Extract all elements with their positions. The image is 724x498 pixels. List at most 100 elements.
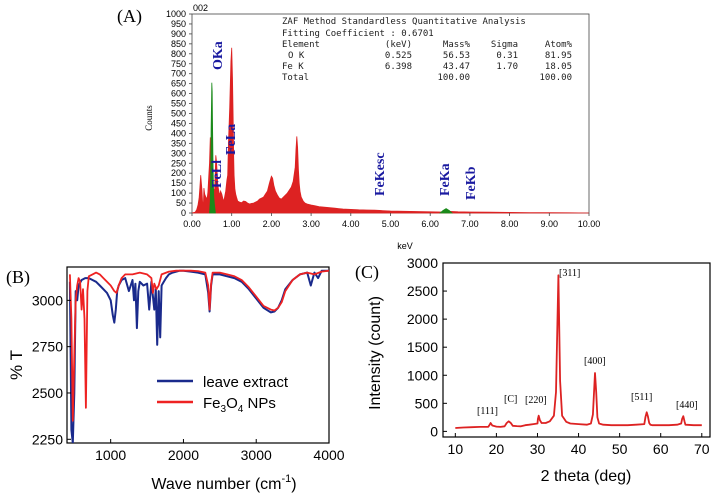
panel-a-y-ticks: 0501001502002503003504004505005506006507… (166, 9, 192, 218)
zaf-header-cell: Atom% (545, 40, 573, 50)
y-tick-label: 250 (171, 158, 186, 168)
y-tick-label: 450 (171, 118, 186, 128)
peak-label-511: [511] (631, 392, 652, 403)
panel-b-label: (B) (6, 267, 30, 288)
x-tick-label: 7.00 (461, 219, 479, 229)
y-tick-label: 2500 (32, 385, 63, 401)
zaf-header-cell: (keV) (385, 40, 412, 50)
y-tick-label: 2500 (407, 283, 438, 299)
panel-b-frame (66, 266, 330, 444)
legend-nps: NPs (243, 395, 276, 412)
y-tick-label: 500 (171, 109, 186, 119)
y-tick-label: 1000 (407, 367, 438, 383)
y-tick-label: 850 (171, 39, 186, 49)
y-tick-label: 550 (171, 99, 186, 109)
zaf-cell: 100.00 (437, 73, 470, 83)
zaf-cell: 43.47 (443, 62, 470, 72)
y-tick-label: 2750 (32, 339, 63, 355)
y-tick-label: 500 (415, 395, 439, 411)
zaf-cell: 56.53 (443, 51, 470, 61)
x-tick-label: 4.00 (342, 219, 360, 229)
panel-c-x-ticks: 10 20 30 40 50 60 70 (448, 433, 710, 457)
panel-b: (B) 1000 2000 3000 4000 2250 2500 2750 3000 Wa… (6, 266, 345, 493)
peak-label-311: [311] (559, 268, 580, 279)
panel-a-title: 002 (193, 3, 208, 13)
panel-b-x-label: Wave number (cm-1) (151, 473, 296, 493)
panel-b-plot-frame (66, 266, 330, 444)
zaf-row-total: Total 100.00 100.00 (282, 73, 572, 83)
annotation-oka: OKa (211, 41, 226, 70)
y-tick-label: 50 (176, 198, 186, 208)
series-spectrum-fill (191, 47, 590, 214)
zaf-table: ZAF Method Standardless Quantitative Ana… (282, 17, 573, 83)
zaf-cell: 18.05 (545, 62, 572, 72)
x-tick-label: 4000 (313, 447, 344, 463)
x-tick-label: 70 (694, 441, 710, 457)
zaf-cell: 0.525 (385, 51, 412, 61)
legend-fe: Fe (203, 395, 221, 412)
y-tick-label: 350 (171, 138, 186, 148)
panel-a-series (191, 47, 590, 214)
legend-sub-3: 3 (221, 404, 227, 415)
zaf-cell: Total (282, 73, 309, 83)
zaf-header-cell: Element (282, 40, 320, 50)
panel-b-x-label-end: ) (291, 476, 296, 493)
x-tick-label: 0.00 (183, 219, 201, 229)
y-tick-label: 2250 (32, 431, 63, 447)
x-tick-label: 6.00 (421, 219, 439, 229)
panel-a: (A) 002 0.00 1.00 2.00 3.00 4.00 5.00 6.00 7.00… (117, 3, 600, 251)
zaf-cell: 81.95 (545, 51, 572, 61)
series-leave-extract (68, 269, 329, 443)
zaf-cell: O K (288, 51, 305, 61)
zaf-row-o: O K 0.525 56.53 0.31 81.95 (288, 51, 572, 61)
y-tick-label: 200 (171, 168, 186, 178)
zaf-title: ZAF Method Standardless Quantitative Ana… (282, 17, 526, 27)
zaf-cell: Fe K (282, 62, 304, 72)
zaf-header-cell: Sigma (491, 40, 518, 50)
x-tick-label: 1.00 (223, 219, 241, 229)
series-overlay-fe-peak (439, 208, 454, 214)
peak-label-c: [C] (504, 394, 517, 405)
legend-label-fe3o4: Fe3O4 NPs (203, 395, 276, 415)
x-tick-label: 3.00 (302, 219, 320, 229)
zaf-cell: 100.00 (539, 73, 572, 83)
peak-label-440: [440] (676, 400, 698, 411)
panel-b-series (68, 269, 329, 443)
zaf-header-cell: Mass% (443, 40, 471, 50)
x-tick-label: 30 (530, 441, 546, 457)
panel-c-plot-frame (442, 262, 711, 438)
panel-b-y-label: % T (7, 350, 26, 380)
peak-label-111: [111] (477, 406, 498, 417)
y-tick-label: 800 (171, 49, 186, 59)
panel-c-series (455, 274, 702, 429)
series-fe3o4-nps (69, 269, 329, 422)
zaf-fitting: Fitting Coefficient : 0.6701 (282, 29, 434, 39)
annotation-fell: FeLl (210, 160, 225, 188)
panel-b-x-label-main: Wave number (cm (151, 476, 281, 493)
panel-b-y-ticks: 2250 2500 2750 3000 (32, 292, 71, 447)
y-tick-label: 100 (171, 188, 186, 198)
panel-b-legend: leave extract Fe3O4 NPs (157, 374, 289, 415)
panel-a-label: (A) (117, 6, 142, 27)
panel-b-x-label-sup: -1 (282, 473, 292, 485)
y-tick-label: 900 (171, 29, 186, 39)
y-tick-label: 1000 (166, 9, 186, 19)
y-tick-label: 300 (171, 148, 186, 158)
x-tick-label: 20 (489, 441, 505, 457)
panel-a-x-label: keV (397, 241, 413, 251)
x-tick-label: 1000 (95, 447, 126, 463)
y-tick-label: 150 (171, 178, 186, 188)
x-tick-label: 3000 (241, 447, 272, 463)
x-tick-label: 10.00 (578, 219, 601, 229)
zaf-cell: 6.398 (385, 62, 412, 72)
panel-c-x-label: 2 theta (deg) (541, 468, 632, 485)
zaf-row-fe: Fe K 6.398 43.47 1.70 18.05 (282, 62, 572, 72)
y-tick-label: 3000 (32, 292, 63, 308)
panel-a-x-ticks: 0.00 1.00 2.00 3.00 4.00 5.00 6.00 7.00 8.00 9.00… (183, 213, 600, 229)
panel-c: (C) 10 20 30 40 50 60 70 0 500 1000 1500 2000 2500 3… (355, 255, 711, 485)
legend-o: O (226, 395, 238, 412)
y-tick-label: 600 (171, 89, 186, 99)
series-overlay-o-peak (209, 82, 216, 214)
panel-b-x-ticks: 1000 2000 3000 4000 (95, 439, 345, 463)
panel-c-label: (C) (355, 262, 379, 283)
